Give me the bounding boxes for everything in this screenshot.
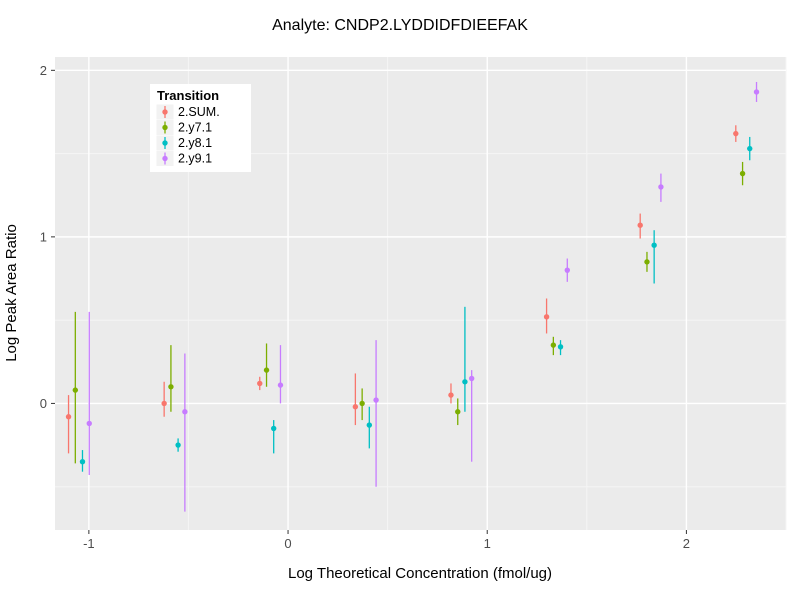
data-point — [543, 314, 550, 320]
data-point — [182, 409, 188, 415]
legend-item-label: 2.y8.1 — [178, 136, 212, 150]
data-point — [86, 420, 92, 427]
x-tick-label: 0 — [284, 536, 291, 551]
data-point — [65, 414, 72, 420]
data-point — [366, 422, 373, 428]
data-point — [658, 184, 664, 190]
data-point — [277, 382, 284, 388]
data-point — [733, 130, 739, 137]
x-axis-label: Log Theoretical Concentration (fmol/ug) — [288, 565, 552, 582]
data-point — [468, 375, 475, 382]
data-point — [564, 267, 570, 273]
data-point — [753, 89, 760, 95]
legend-item-label: 2.y9.1 — [178, 152, 212, 166]
legend-glyph-point — [162, 155, 168, 162]
data-point — [263, 367, 270, 373]
data-point — [644, 259, 650, 265]
data-point — [161, 400, 167, 407]
data-point — [462, 379, 468, 385]
data-point — [455, 409, 461, 415]
data-point — [257, 380, 263, 387]
data-point — [359, 400, 365, 407]
y-axis-label: Log Peak Area Ratio — [3, 224, 20, 362]
legend: Transition 2.SUM. 2.y7.12.y8.1 2.y9.1 — [150, 84, 251, 172]
x-tick-label: 1 — [484, 536, 491, 551]
data-point — [271, 425, 277, 432]
data-point — [651, 242, 657, 248]
data-point — [352, 404, 359, 410]
data-point — [557, 344, 564, 350]
legend-glyph-point — [162, 109, 168, 115]
data-point — [72, 387, 79, 393]
legend-glyph-point — [162, 140, 168, 146]
x-tick-label: 2 — [683, 536, 690, 551]
legend-title: Transition — [157, 88, 219, 103]
legend-item-label: 2.SUM. — [178, 105, 220, 119]
data-point — [739, 170, 746, 177]
data-point — [79, 459, 86, 465]
data-point — [550, 342, 557, 348]
data-point — [747, 145, 753, 152]
data-point — [175, 442, 181, 448]
legend-glyph-point — [162, 124, 168, 131]
data-point — [168, 384, 174, 390]
y-tick-label: 2 — [40, 63, 47, 78]
y-tick-label: 1 — [40, 229, 47, 244]
legend-item-label: 2.y7.1 — [178, 121, 212, 135]
data-point — [448, 392, 454, 398]
data-point — [373, 397, 379, 403]
y-tick-label: 0 — [40, 396, 47, 411]
x-tick-label: -1 — [83, 536, 95, 551]
data-point — [637, 222, 643, 228]
chart-title: Analyte: CNDP2.LYDDIDFDIEEFAK — [272, 17, 528, 34]
